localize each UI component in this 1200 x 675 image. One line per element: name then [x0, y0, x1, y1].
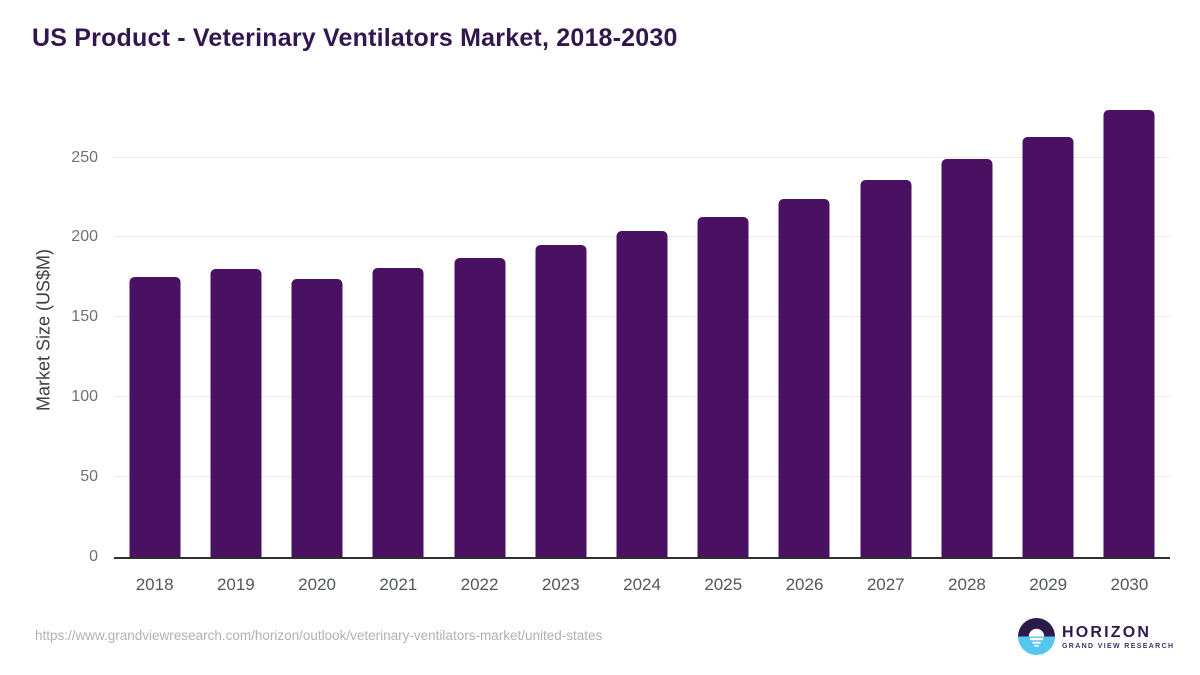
bars-layer: 2018 2019 2020 2021 2022 2023 2024 2025 2026 2027… — [114, 99, 1170, 594]
chart-title: US Product - Veterinary Ventilators Mark… — [32, 24, 678, 52]
bar-group-2018: 2018 — [114, 99, 195, 594]
bar-2018 — [129, 277, 181, 557]
bar-group-2022: 2022 — [439, 99, 520, 594]
horizon-logo-text: HORIZON GRAND VIEW RESEARCH — [1062, 624, 1174, 650]
x-tick-label-2023: 2023 — [541, 575, 580, 594]
x-tick-label-2029: 2029 — [1029, 575, 1068, 594]
bar-2025 — [697, 216, 749, 557]
x-tick-label-2024: 2024 — [623, 575, 661, 594]
bar-2019 — [210, 269, 262, 557]
horizon-logo-icon — [1018, 618, 1055, 655]
y-tick-label-50: 50 — [80, 468, 98, 486]
bar-group-2028: 2028 — [926, 99, 1007, 594]
x-tick-label-2019: 2019 — [216, 575, 255, 594]
y-tick-label-200: 200 — [71, 228, 98, 246]
horizon-logo-subtitle: GRAND VIEW RESEARCH — [1062, 642, 1175, 650]
gridline-250 — [114, 156, 1170, 158]
bar-2026 — [778, 199, 830, 557]
x-tick-label-2030: 2030 — [1110, 575, 1149, 594]
bar-2024 — [616, 231, 668, 557]
plot-area: 0 50 100 150 200 250 2018 2019 2020 2021 2022 2023… — [71, 99, 1170, 594]
bar-group-2027: 2027 — [845, 99, 926, 594]
x-tick-label-2025: 2025 — [704, 575, 743, 594]
x-tick-label-2020: 2020 — [298, 575, 336, 594]
bar-2028 — [941, 159, 993, 557]
y-tick-label-0: 0 — [89, 548, 98, 565]
x-tick-label-2027: 2027 — [866, 575, 905, 594]
x-tick-label-2018: 2018 — [135, 575, 174, 594]
bar-2020 — [291, 278, 343, 557]
bar-group-2019: 2019 — [195, 99, 276, 594]
x-tick-label-2021: 2021 — [379, 575, 418, 594]
bar-group-2029: 2029 — [1008, 99, 1089, 594]
bar-group-2023: 2023 — [520, 99, 601, 594]
bar-2030 — [1103, 109, 1155, 557]
bar-group-2025: 2025 — [683, 99, 764, 594]
y-tick-label-250: 250 — [71, 148, 98, 166]
bar-group-2024: 2024 — [601, 99, 682, 594]
horizon-logo-name: HORIZON — [1062, 623, 1152, 641]
x-tick-label-2028: 2028 — [948, 575, 986, 594]
bar-group-2021: 2021 — [358, 99, 439, 594]
bar-2023 — [535, 245, 587, 557]
x-tick-label-2026: 2026 — [785, 575, 824, 594]
y-tick-label-150: 150 — [71, 308, 98, 326]
bar-2021 — [372, 267, 424, 557]
bar-group-2030: 2030 — [1089, 99, 1170, 594]
bar-2029 — [1022, 136, 1074, 557]
bar-2027 — [860, 179, 912, 557]
x-tick-label-2022: 2022 — [460, 575, 499, 594]
horizon-logo: HORIZON GRAND VIEW RESEARCH — [1018, 618, 1174, 655]
y-tick-label-100: 100 — [71, 388, 98, 406]
bar-group-2020: 2020 — [276, 99, 357, 594]
source-url: https://www.grandviewresearch.com/horizo… — [35, 628, 603, 643]
y-axis-title: Market Size (US$M) — [33, 248, 54, 412]
bar-group-2026: 2026 — [764, 99, 845, 594]
bar-2022 — [454, 258, 506, 557]
